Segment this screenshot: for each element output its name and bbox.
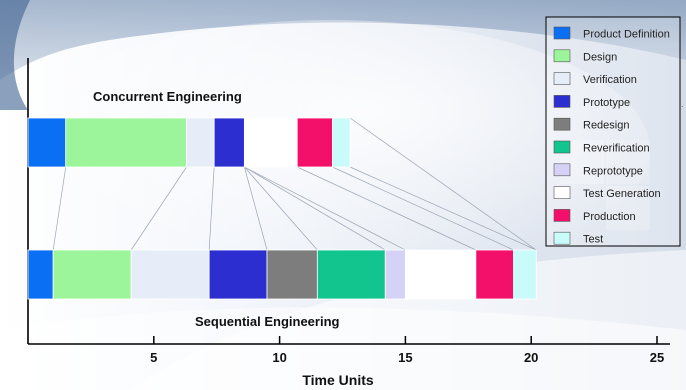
sequential-engineering-label: Sequential Engineering bbox=[195, 314, 340, 329]
connector-line-10 bbox=[349, 166, 537, 251]
legend-label-prototype: Prototype bbox=[583, 97, 630, 109]
concurrent-bar-product-definition bbox=[27, 117, 67, 168]
x-axis-ticks: 5 10 15 20 25 bbox=[150, 336, 664, 365]
legend-label-design: Design bbox=[583, 51, 617, 63]
concurrent-bar-design bbox=[65, 117, 187, 168]
legend-label-test: Test bbox=[583, 234, 603, 246]
x-tick-label-15: 15 bbox=[398, 350, 412, 365]
x-tick-label-25: 25 bbox=[650, 350, 664, 365]
legend-swatch-reprototype bbox=[553, 163, 571, 177]
legend: Product Definition Design Verification Prot… bbox=[545, 16, 681, 247]
legend-swatch-design bbox=[553, 49, 571, 63]
x-axis-label: Time Units bbox=[302, 372, 374, 388]
connector-line-7 bbox=[244, 166, 406, 251]
connector-line-5 bbox=[244, 166, 318, 251]
legend-swatch-product-definition bbox=[553, 26, 571, 40]
sequential-bar-redesign bbox=[266, 249, 318, 300]
stray-mark: . bbox=[681, 99, 684, 109]
connector-line-1 bbox=[52, 166, 67, 251]
sequential-bar-production bbox=[475, 249, 514, 300]
connector-line-8 bbox=[297, 166, 476, 251]
sequential-bar-test-generation bbox=[404, 249, 477, 300]
sequential-bar-reverification bbox=[316, 249, 386, 300]
legend-swatch-test bbox=[553, 231, 571, 245]
connector-line-4 bbox=[244, 166, 268, 251]
legend-swatch-test-generation bbox=[553, 186, 571, 199]
connector-line-3 bbox=[208, 166, 215, 251]
legend-label-test-generation: Test Generation bbox=[583, 188, 661, 200]
connector-line-2 bbox=[130, 166, 187, 251]
bar-segments bbox=[27, 117, 537, 300]
legend-swatch-prototype bbox=[553, 95, 571, 108]
sequential-bar-test bbox=[513, 249, 537, 300]
sequential-bar-verification bbox=[130, 249, 210, 300]
concurrent-bar-production bbox=[296, 117, 333, 168]
legend-swatch-redesign bbox=[553, 117, 571, 131]
sequential-bar-product-definition bbox=[27, 249, 54, 300]
legend-label-product-definition: Product Definition bbox=[583, 29, 670, 41]
legend-swatch-reverification bbox=[553, 140, 571, 154]
legend-swatch-verification bbox=[553, 72, 571, 85]
x-tick-label-10: 10 bbox=[272, 350, 286, 365]
sequential-bar-prototype bbox=[208, 249, 268, 300]
x-tick-label-20: 20 bbox=[524, 350, 538, 365]
legend-label-production: Production bbox=[583, 211, 636, 223]
x-tick-label-5: 5 bbox=[150, 350, 157, 365]
concurrent-bar-test-generation bbox=[243, 117, 298, 168]
stage-connector-lines bbox=[52, 117, 537, 251]
legend-swatch-production bbox=[553, 209, 571, 222]
concurrent-bar-verification bbox=[186, 117, 215, 168]
connector-line-outer bbox=[349, 117, 537, 251]
connector-line-9 bbox=[332, 166, 514, 251]
sequential-bar-design bbox=[52, 249, 132, 300]
connector-line-6 bbox=[244, 166, 386, 251]
legend-label-redesign: Redesign bbox=[583, 120, 629, 132]
legend-label-reverification: Reverification bbox=[583, 143, 650, 155]
sequential-bar-reprototype bbox=[384, 249, 406, 300]
legend-items: Product Definition Design Verification Prot… bbox=[553, 26, 670, 246]
concurrent-bar-prototype bbox=[213, 117, 245, 168]
legend-label-reprototype: Reprototype bbox=[583, 165, 643, 177]
concurrent-bar-test bbox=[332, 117, 351, 168]
legend-label-verification: Verification bbox=[583, 74, 637, 86]
concurrent-engineering-label: Concurrent Engineering bbox=[93, 89, 242, 104]
